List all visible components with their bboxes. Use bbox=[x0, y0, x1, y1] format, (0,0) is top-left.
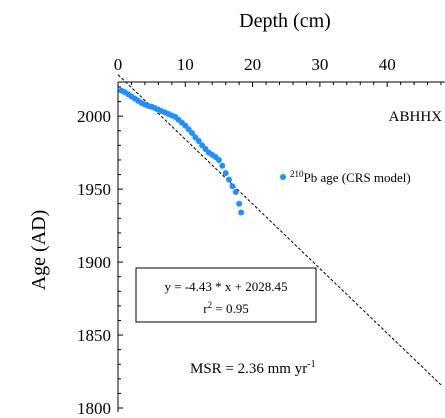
x-tick-label: 20 bbox=[244, 55, 261, 74]
y-axis-title: Age (AD) bbox=[28, 210, 50, 291]
x-tick-group: 0 10 20 30 40 bbox=[114, 55, 442, 87]
y-tick-label: 2000 bbox=[77, 107, 111, 126]
x-tick-label: 10 bbox=[177, 55, 194, 74]
data-point bbox=[226, 176, 233, 183]
y-tick-label: 1950 bbox=[77, 180, 111, 199]
data-point bbox=[229, 183, 236, 190]
r-squared-exponent: 2 bbox=[208, 300, 213, 310]
data-point bbox=[238, 209, 245, 216]
x-tick-label: 0 bbox=[114, 55, 123, 74]
data-points bbox=[118, 87, 245, 216]
y-axis: 1800 1850 1900 1950 2000 bbox=[77, 82, 123, 418]
legend-label-text: Pb age (CRS model) bbox=[304, 170, 411, 185]
x-axis: 0 10 20 30 40 bbox=[114, 55, 445, 87]
data-point bbox=[236, 200, 243, 207]
msr-annotation-text: MSR = 2.36 mm yr bbox=[190, 361, 307, 377]
x-axis-title: Depth (cm) bbox=[239, 10, 331, 32]
r-squared: r2 = 0.95 bbox=[203, 300, 248, 316]
y-tick-group: 1800 1850 1900 1950 2000 bbox=[77, 86, 123, 418]
y-tick-label: 1900 bbox=[77, 253, 111, 272]
data-point bbox=[215, 156, 222, 163]
r-squared-base: r bbox=[203, 301, 208, 316]
data-point bbox=[189, 129, 196, 136]
legend: 210Pb age (CRS model) bbox=[280, 169, 411, 185]
legend-label: 210Pb age (CRS model) bbox=[290, 169, 411, 185]
legend-marker bbox=[280, 174, 286, 180]
site-label: ABHHX bbox=[389, 109, 443, 125]
data-point bbox=[222, 170, 229, 177]
equation-box-border bbox=[135, 267, 317, 323]
msr-annotation: MSR = 2.36 mm yr-1 bbox=[190, 359, 316, 377]
legend-label-superscript: 210 bbox=[290, 169, 304, 179]
x-tick-label: 30 bbox=[311, 55, 328, 74]
data-point bbox=[219, 162, 226, 169]
y-tick-label: 1800 bbox=[77, 399, 111, 418]
data-point bbox=[195, 137, 202, 144]
equation-box: y = -4.43 * x + 2028.45 r2 = 0.95 bbox=[135, 267, 317, 323]
regression-equation: y = -4.43 * x + 2028.45 bbox=[165, 279, 288, 294]
data-point bbox=[232, 189, 239, 196]
x-tick-label: 40 bbox=[379, 55, 396, 74]
y-tick-label: 1850 bbox=[77, 326, 111, 345]
r-squared-value: = 0.95 bbox=[212, 301, 249, 316]
msr-annotation-exponent: -1 bbox=[307, 359, 315, 370]
